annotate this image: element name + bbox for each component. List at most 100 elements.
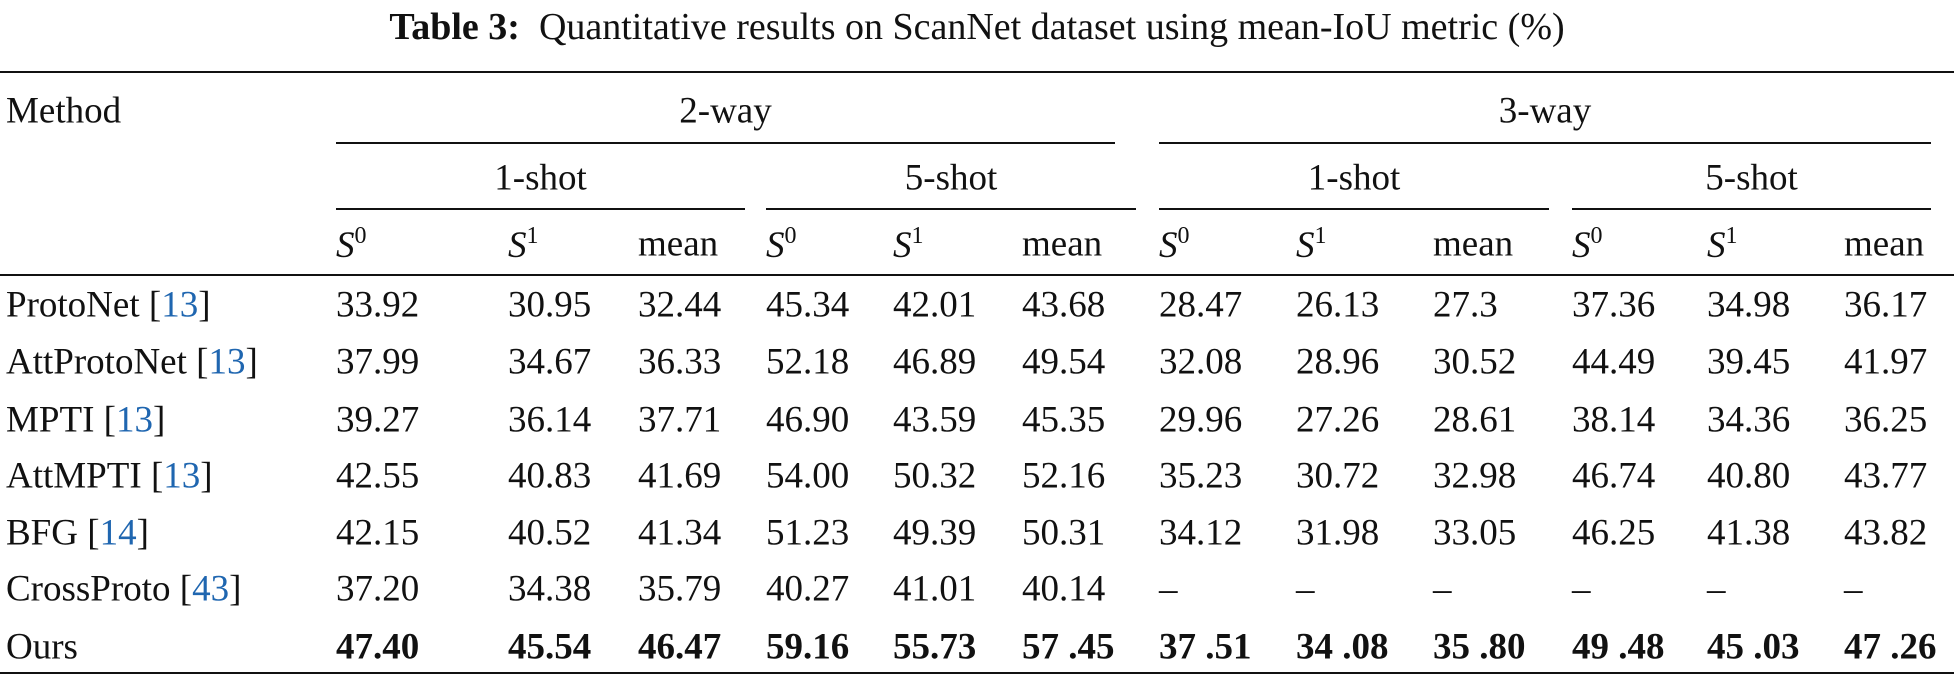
shot-rule <box>1572 208 1931 210</box>
value-cell: 31.98 <box>1296 512 1380 554</box>
value-cell: 30.52 <box>1433 341 1517 383</box>
value-cell: 46.90 <box>766 399 850 441</box>
value-cell: 57 .45 <box>1022 626 1115 668</box>
top-rule <box>0 71 1954 73</box>
value-cell: 37 .51 <box>1159 626 1252 668</box>
value-cell: 50.31 <box>1022 512 1106 554</box>
shot-rule <box>336 208 745 210</box>
citation-bracket: [ <box>150 455 164 497</box>
bottom-rule <box>0 672 1954 674</box>
value-cell: 43.82 <box>1844 512 1928 554</box>
citation-bracket: [ <box>179 568 193 610</box>
value-cell: 29.96 <box>1159 399 1243 441</box>
value-cell: 42.01 <box>893 284 977 326</box>
value-cell: 34 .08 <box>1296 626 1389 668</box>
column-symbol: mean <box>1022 223 1103 265</box>
method-cell: CrossProto [43] <box>6 571 241 608</box>
value-cell: 40.52 <box>508 512 592 554</box>
citation-link: 13 <box>208 341 246 383</box>
citation-link: 13 <box>163 455 201 497</box>
value-cell: 45.54 <box>508 626 592 668</box>
citation-link: 13 <box>161 284 199 326</box>
value-cell: 46.74 <box>1572 455 1656 497</box>
group-rule <box>336 142 1115 144</box>
value-cell: 50.32 <box>893 455 977 497</box>
method-cell: ProtoNet [13] <box>6 287 211 324</box>
method-name: ProtoNet <box>6 284 140 326</box>
column-superscript: 0 <box>1590 223 1603 249</box>
value-cell: 39.45 <box>1707 341 1791 383</box>
column-symbol: S <box>1296 225 1315 266</box>
caption-label: Table 3: <box>389 6 520 48</box>
shot-header: 1-shot <box>494 157 587 199</box>
value-cell: 41.34 <box>638 512 722 554</box>
value-cell: 37.20 <box>336 568 420 610</box>
value-cell: 34.12 <box>1159 512 1243 554</box>
shot-header: 1-shot <box>1307 157 1401 199</box>
value-cell: 49.54 <box>1022 341 1106 383</box>
value-cell: 40.83 <box>508 455 592 497</box>
column-superscript: 1 <box>911 223 924 249</box>
method-name: AttProtoNet <box>6 341 187 383</box>
column-header: mean <box>1433 226 1513 263</box>
column-symbol: S <box>893 225 912 266</box>
column-symbol: S <box>1572 225 1591 266</box>
value-cell: 32.44 <box>638 284 722 326</box>
value-cell: 33.92 <box>336 284 420 326</box>
group-rule <box>1159 142 1931 144</box>
value-cell: 45 .03 <box>1707 626 1800 668</box>
method-name: MPTI <box>6 399 95 441</box>
value-cell: 46.25 <box>1572 512 1656 554</box>
value-cell: 36.33 <box>638 341 722 383</box>
value-cell: 32.08 <box>1159 341 1243 383</box>
value-cell: 28.47 <box>1159 284 1243 326</box>
value-cell: 39.27 <box>336 399 420 441</box>
group-header: 3-way <box>1498 90 1592 132</box>
value-cell: 35 .80 <box>1433 626 1526 668</box>
method-name: AttMPTI <box>6 455 142 497</box>
value-cell: 38.14 <box>1572 399 1656 441</box>
column-header: S1 <box>1296 224 1327 264</box>
method-name: CrossProto <box>6 568 171 610</box>
value-cell: – <box>1572 568 1591 610</box>
value-cell: 49 .48 <box>1572 626 1665 668</box>
value-cell: 45.34 <box>766 284 850 326</box>
value-cell: 43.68 <box>1022 284 1106 326</box>
value-cell: 27.3 <box>1433 284 1498 326</box>
value-cell: 52.16 <box>1022 455 1106 497</box>
value-cell: 46.89 <box>893 341 977 383</box>
value-cell: 34.36 <box>1707 399 1791 441</box>
column-superscript: 0 <box>1177 223 1190 249</box>
method-cell: BFG [14] <box>6 515 149 552</box>
method-cell: AttProtoNet [13] <box>6 344 258 381</box>
value-cell: 54.00 <box>766 455 850 497</box>
caption-text: Quantitative results on ScanNet dataset … <box>538 6 1565 48</box>
value-cell: 42.55 <box>336 455 420 497</box>
value-cell: 40.80 <box>1707 455 1791 497</box>
column-header: S1 <box>508 224 539 264</box>
method-cell: Ours <box>6 629 78 666</box>
method-name: Ours <box>6 626 78 668</box>
value-cell: 30.95 <box>508 284 592 326</box>
value-cell: 37.36 <box>1572 284 1656 326</box>
method-cell: MPTI [13] <box>6 402 165 439</box>
citation-bracket: ] <box>229 568 242 610</box>
column-symbol: mean <box>1433 223 1514 265</box>
value-cell: 28.61 <box>1433 399 1517 441</box>
column-symbol: S <box>1159 225 1178 266</box>
value-cell: 40.27 <box>766 568 850 610</box>
value-cell: 34.98 <box>1707 284 1791 326</box>
shot-rule <box>1159 208 1549 210</box>
value-cell: 46.47 <box>638 626 722 668</box>
value-cell: – <box>1433 568 1452 610</box>
method-name: BFG <box>6 512 78 554</box>
column-superscript: 0 <box>784 223 797 249</box>
value-cell: 36.14 <box>508 399 592 441</box>
citation-bracket: [ <box>148 284 162 326</box>
value-cell: 41.38 <box>1707 512 1791 554</box>
value-cell: 52.18 <box>766 341 850 383</box>
shot-header: 5-shot <box>1705 157 1798 199</box>
column-header: S0 <box>1159 224 1190 264</box>
citation-bracket: ] <box>136 512 149 554</box>
